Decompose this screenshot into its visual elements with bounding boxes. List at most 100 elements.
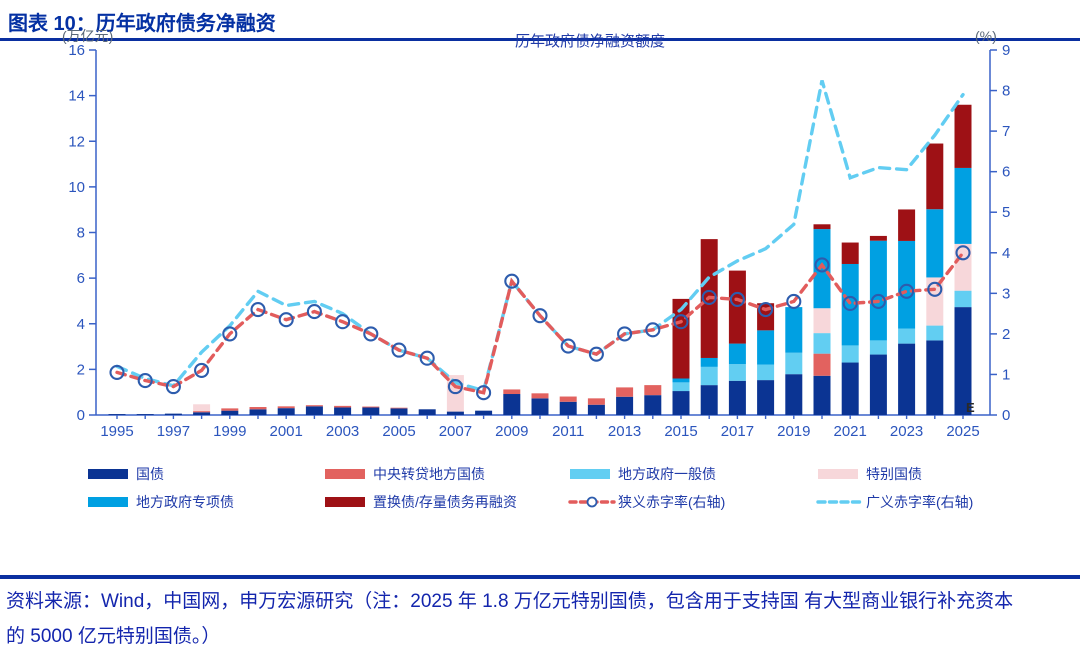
deficit-marker-circle xyxy=(701,289,717,305)
x-axis-tick-label: 1999 xyxy=(213,423,246,440)
bar-segment xyxy=(362,406,380,408)
bar-2003 xyxy=(334,405,352,415)
bar-segment xyxy=(136,414,154,415)
deficit-marker-circle xyxy=(729,291,745,307)
bar-2021 xyxy=(841,242,859,415)
bar-segment xyxy=(898,328,916,344)
bar-segment xyxy=(587,404,605,415)
legend-item-1: 国债 xyxy=(88,466,164,482)
bar-2009 xyxy=(503,389,521,415)
left-axis-tick-label: 6 xyxy=(77,270,85,287)
legend-swatch xyxy=(570,469,610,479)
deficit-marker-circle xyxy=(137,372,153,389)
bar-segment xyxy=(446,411,464,415)
bar-segment xyxy=(305,406,323,415)
deficit-marker-circle xyxy=(758,302,774,318)
bar-segment xyxy=(672,391,690,415)
broad-deficit-line xyxy=(115,79,965,393)
bar-2018 xyxy=(757,303,775,415)
deficit-marker-circle xyxy=(560,338,576,354)
bar-segment xyxy=(249,409,267,415)
bar-segment xyxy=(757,364,775,381)
bar-segment xyxy=(954,290,972,308)
legend-item-5: 地方政府专项债 xyxy=(88,494,234,510)
bar-segment xyxy=(249,407,267,410)
bar-segment xyxy=(700,366,718,386)
legend-label: 地方政府一般债 xyxy=(618,466,716,482)
bar-2013 xyxy=(616,387,634,415)
bar-segment xyxy=(362,407,380,415)
bar-segment xyxy=(757,330,775,365)
bar-2017 xyxy=(728,270,746,415)
bars-group xyxy=(108,104,972,415)
bar-2014 xyxy=(644,385,662,415)
left-axis-tick-label: 0 xyxy=(77,407,85,424)
x-axis-tick-label: 2005 xyxy=(382,423,415,440)
deficit-marker-circle xyxy=(335,314,351,330)
deficit-marker-circle xyxy=(165,379,181,395)
bar-segment xyxy=(954,167,972,244)
deficit-marker-circle xyxy=(476,385,492,401)
left-axis-tick-label: 16 xyxy=(68,42,85,59)
left-axis-tick-label: 14 xyxy=(68,88,85,105)
bar-segment xyxy=(700,357,718,367)
bar-2012 xyxy=(587,398,605,415)
source-note: 资料来源：Wind，中国网，申万宏源研究（注：2025 年 1.8 万亿元特别国… xyxy=(6,584,1020,654)
left-axis-tick-label: 8 xyxy=(77,225,85,242)
x-axis-tick-label: 2007 xyxy=(439,423,472,440)
deficit-marker-circle xyxy=(363,326,379,342)
legend-label: 置换债/存量债务再融资 xyxy=(373,494,517,510)
x-axis-tick-label: 2001 xyxy=(270,423,303,440)
bar-segment xyxy=(164,413,182,415)
bar-2023 xyxy=(898,209,916,415)
bar-segment xyxy=(728,364,746,381)
bar-segment xyxy=(277,406,295,409)
bar-1999 xyxy=(221,408,239,415)
bar-segment xyxy=(559,396,577,402)
deficit-marker-circle xyxy=(870,293,886,309)
deficit-marker-circle xyxy=(842,295,858,312)
bar-segment xyxy=(898,209,916,241)
bar-segment xyxy=(672,382,690,392)
bar-segment xyxy=(221,410,239,415)
deficit-marker-circle xyxy=(278,312,294,328)
bar-segment xyxy=(898,343,916,415)
left-axis-unit-label: (万亿元) xyxy=(62,28,113,44)
legend-label: 地方政府专项债 xyxy=(136,494,234,510)
right-axis-tick-label: 5 xyxy=(1002,204,1010,221)
bar-segment xyxy=(108,414,126,415)
left-axis-tick-label: 10 xyxy=(68,179,85,196)
legend-label: 广义赤字率(右轴) xyxy=(866,494,973,510)
bar-segment xyxy=(954,104,972,168)
deficit-marker-circle xyxy=(391,342,407,358)
legend-label: 国债 xyxy=(136,466,164,482)
title-underline xyxy=(0,38,1080,41)
x-axis-tick-label: 2023 xyxy=(890,423,923,440)
bar-segment xyxy=(221,408,239,411)
deficit-marker-circle xyxy=(306,304,322,320)
deficit-marker-circle xyxy=(504,273,520,289)
deficit-marker-circle xyxy=(222,326,238,342)
x-axis-tick-label: 2021 xyxy=(834,423,867,440)
bar-1995 xyxy=(108,414,126,415)
bar-segment xyxy=(193,404,211,412)
bar-segment xyxy=(193,411,211,413)
bar-2016 xyxy=(700,239,718,415)
legend-item-2: 中央转贷地方国债 xyxy=(325,466,485,482)
bar-2006 xyxy=(418,409,436,415)
bar-segment xyxy=(728,270,746,344)
right-axis-tick-label: 2 xyxy=(1002,326,1010,343)
deficit-marker-circle xyxy=(786,293,802,309)
deficit-marker-circle xyxy=(955,245,971,261)
right-axis-tick-label: 3 xyxy=(1002,285,1010,302)
bar-segment xyxy=(644,385,662,396)
legend-label: 狭义赤字率(右轴) xyxy=(618,494,725,510)
bar-segment xyxy=(813,229,831,309)
bar-2022 xyxy=(869,235,887,415)
narrow-deficit-markers xyxy=(109,245,971,401)
bar-2004 xyxy=(362,406,380,415)
legend-swatch xyxy=(325,497,365,507)
bar-2011 xyxy=(559,396,577,415)
